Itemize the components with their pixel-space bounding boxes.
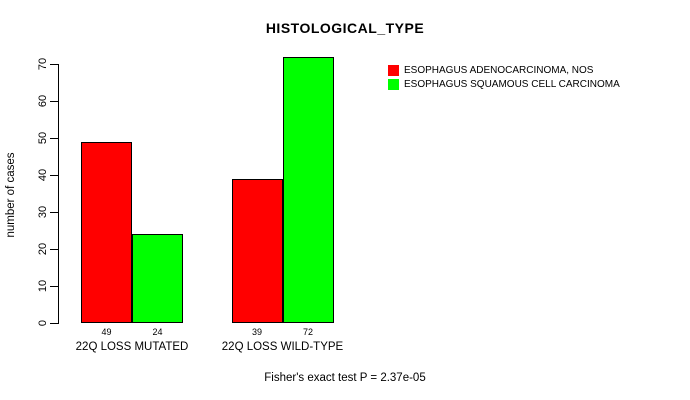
chart-bar [231,178,283,323]
legend-item-label: ESOPHAGUS ADENOCARCINOMA, NOS [404,64,594,76]
bar-value-label: 72 [302,327,314,337]
y-tick-label: 20 [37,242,49,256]
legend-color-swatch [388,78,399,90]
y-tick-label: 0 [37,319,49,327]
y-tick [50,64,58,65]
bar-value-label: 24 [152,327,163,337]
y-tick-label: 70 [37,57,49,71]
category-label: 22Q LOSS WILD-TYPE [221,341,344,353]
legend-color-swatch [388,64,399,76]
bar-value-label: 49 [101,327,112,337]
fisher-test-annotation: Fisher's exact test P = 2.37e-05 [264,372,426,384]
y-axis-line [58,64,59,324]
y-axis-label: number of cases [5,152,17,238]
legend-item: ESOPHAGUS SQUAMOUS CELL CARCINOMA [388,77,620,91]
y-tick-label: 30 [37,205,49,219]
y-tick [50,249,58,250]
y-tick-label: 40 [37,168,49,182]
y-tick-label: 60 [37,94,49,108]
legend-item-label: ESOPHAGUS SQUAMOUS CELL CARCINOMA [404,78,620,90]
legend-item: ESOPHAGUS ADENOCARCINOMA, NOS [388,63,620,77]
chart-bar [282,56,334,323]
y-tick-label: 50 [37,131,49,145]
y-tick [50,101,58,102]
legend: ESOPHAGUS ADENOCARCINOMA, NOS ESOPHAGUS S… [388,63,620,91]
y-tick-label: 10 [37,279,49,293]
category-label: 22Q LOSS MUTATED [75,341,189,353]
chart-bar [132,234,183,323]
y-tick [50,212,58,213]
y-tick [50,286,58,287]
y-tick [50,323,58,324]
bar-value-label: 39 [251,327,263,337]
y-tick [50,175,58,176]
y-tick [50,138,58,139]
chart-bar [81,141,132,323]
chart-title: HISTOLOGICAL_TYPE [265,20,425,36]
